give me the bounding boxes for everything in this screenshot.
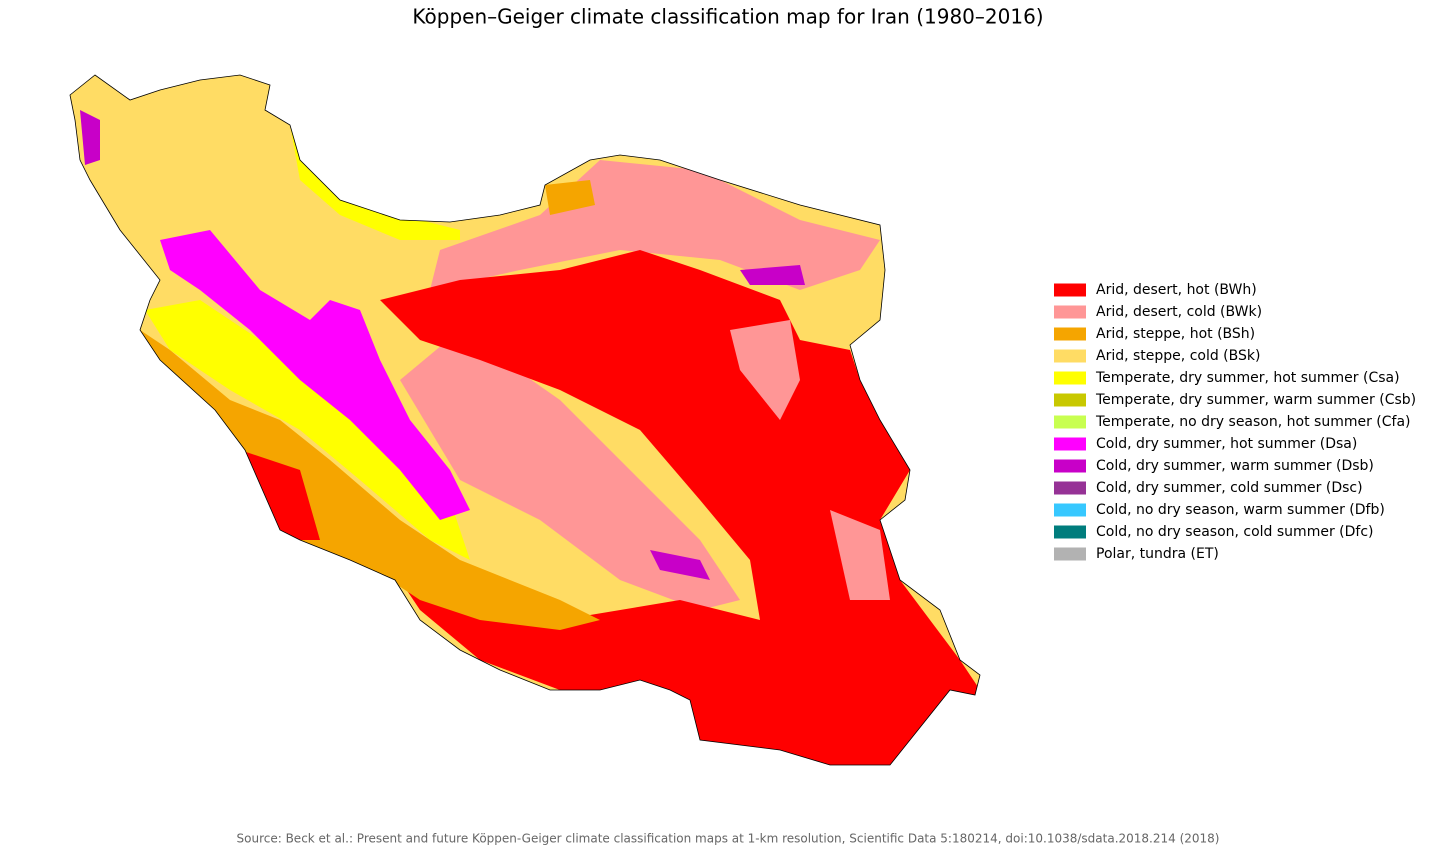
legend-swatch <box>1054 437 1086 451</box>
legend-swatch <box>1054 481 1086 495</box>
legend-label: Arid, steppe, cold (BSk) <box>1096 348 1260 364</box>
legend-swatch <box>1054 371 1086 385</box>
region-bwk <box>730 320 800 420</box>
legend-label: Temperate, dry summer, hot summer (Csa) <box>1095 370 1400 386</box>
legend-swatch <box>1054 349 1086 363</box>
region-dsb <box>650 550 710 580</box>
legend-label: Cold, no dry season, warm summer (Dfb) <box>1096 502 1385 518</box>
legend-swatch <box>1054 547 1086 561</box>
legend-label: Arid, steppe, hot (BSh) <box>1096 326 1255 342</box>
legend-label: Arid, desert, hot (BWh) <box>1096 282 1257 298</box>
region-bwk <box>830 510 890 600</box>
legend-label: Cold, dry summer, cold summer (Dsc) <box>1096 480 1363 496</box>
legend-swatch <box>1054 327 1086 341</box>
legend-label: Cold, dry summer, warm summer (Dsb) <box>1096 458 1374 474</box>
legend: Arid, desert, hot (BWh) Arid, desert, col… <box>1054 282 1416 562</box>
legend-label: Temperate, dry summer, warm summer (Csb) <box>1095 392 1416 408</box>
legend-label: Cold, no dry season, cold summer (Dfc) <box>1096 524 1373 540</box>
legend-swatch <box>1054 393 1086 407</box>
region-dsb <box>80 110 100 165</box>
region-bwk <box>400 330 740 610</box>
map-title: Köppen–Geiger climate classification map… <box>412 5 1043 29</box>
legend-swatch <box>1054 283 1086 297</box>
legend-label: Arid, desert, cold (BWk) <box>1096 304 1262 320</box>
source-note: Source: Beck et al.: Present and future … <box>237 832 1220 846</box>
legend-swatch <box>1054 525 1086 539</box>
legend-label: Polar, tundra (ET) <box>1096 546 1219 562</box>
region-bwh <box>380 250 980 765</box>
legend-label: Temperate, no dry season, hot summer (Cf… <box>1095 414 1411 430</box>
region-bwk <box>430 160 880 290</box>
legend-swatch <box>1054 503 1086 517</box>
legend-swatch <box>1054 415 1086 429</box>
climate-map <box>70 75 980 765</box>
region-csa <box>145 300 470 560</box>
region-dsb <box>740 265 805 285</box>
legend-swatch <box>1054 305 1086 319</box>
region-dsa <box>160 230 470 520</box>
region-bsh <box>545 180 595 215</box>
legend-swatch <box>1054 459 1086 473</box>
region-bwh <box>240 450 320 540</box>
legend-label: Cold, dry summer, hot summer (Dsa) <box>1096 436 1357 452</box>
